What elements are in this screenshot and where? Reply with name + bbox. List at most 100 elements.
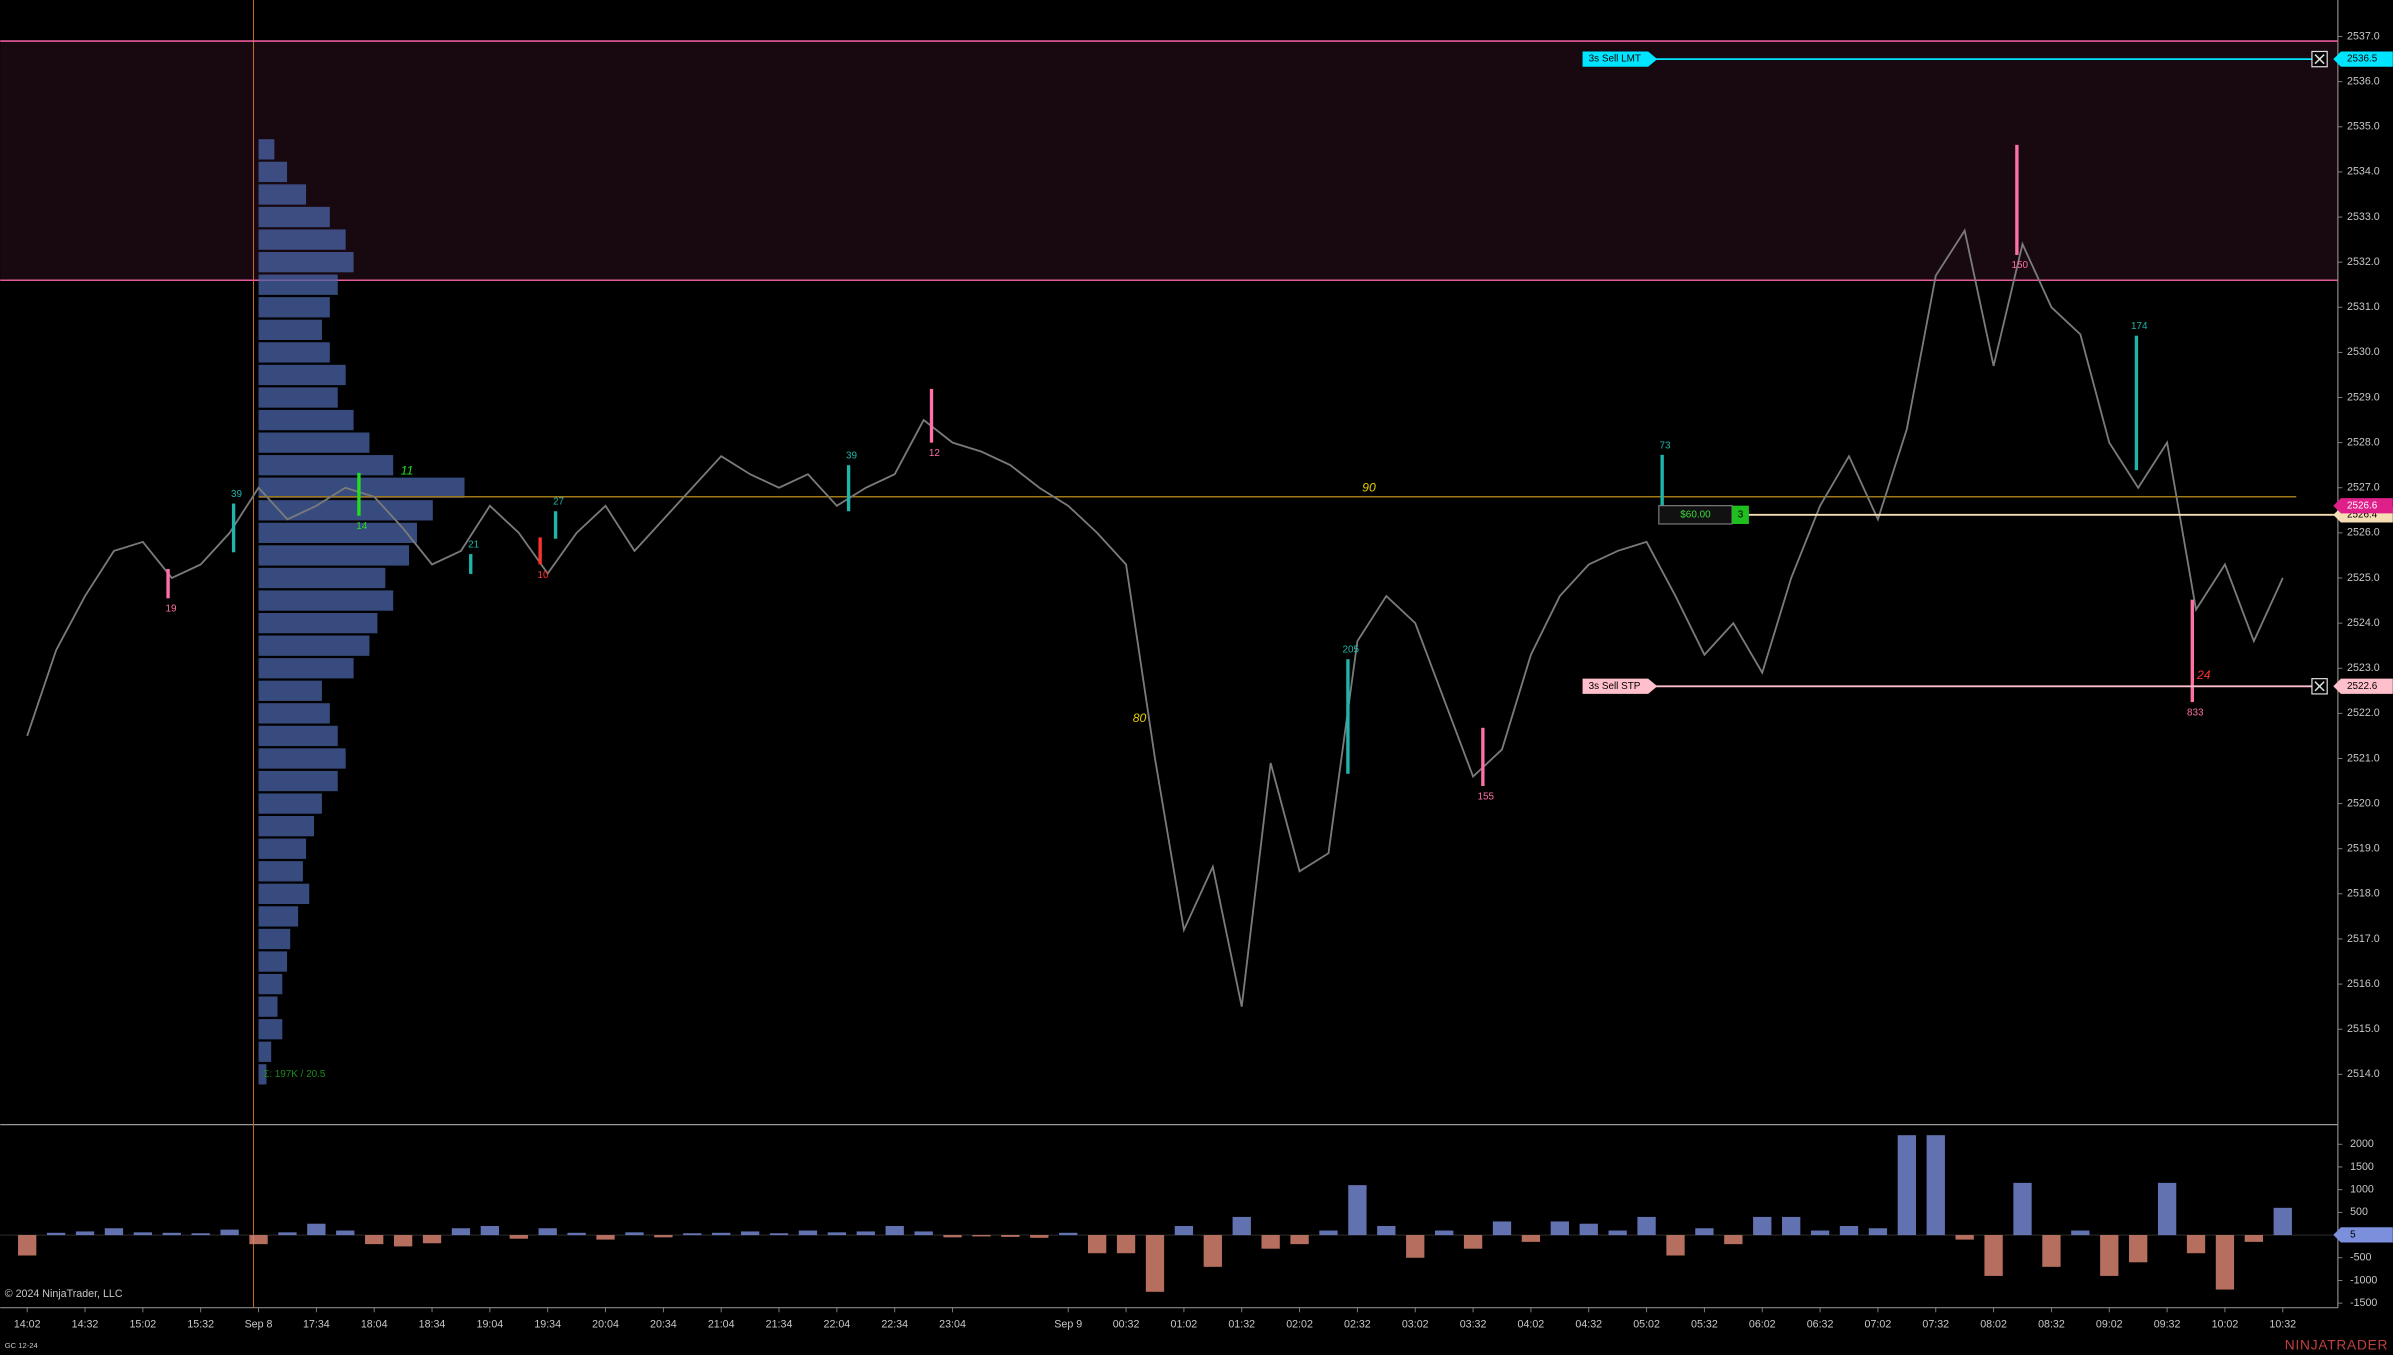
price-tag <box>2333 51 2393 67</box>
signal-label: 155 <box>1477 791 1494 802</box>
y-tick-label: 2537.0 <box>2347 30 2380 42</box>
last-value-tag <box>2333 1227 2393 1243</box>
indicator-bar <box>509 1235 528 1239</box>
x-tick-label: 05:32 <box>1691 1318 1718 1330</box>
indicator-bar <box>1608 1230 1627 1236</box>
indicator-bar <box>914 1231 933 1236</box>
signal-label: 205 <box>1343 645 1360 656</box>
indicator-bar <box>1463 1235 1483 1249</box>
y-tick-label: 2528.0 <box>2347 436 2380 448</box>
x-tick-label: 00:32 <box>1113 1318 1140 1330</box>
indicator-bar <box>278 1232 297 1236</box>
volume-profile-bar <box>258 770 338 792</box>
x-tick-label: 10:32 <box>2269 1318 2296 1330</box>
annotation: 90 <box>1362 480 1376 494</box>
volume-profile-bar <box>258 1041 272 1062</box>
signal-bar <box>166 568 170 599</box>
volume-profile-bar <box>258 703 330 724</box>
signal-bar <box>1660 454 1664 507</box>
indicator-bar <box>1261 1235 1280 1249</box>
y-tick-label: 2527.0 <box>2347 482 2380 494</box>
indicator-bar <box>2215 1235 2235 1290</box>
y-tick-label: 2522.0 <box>2347 707 2380 719</box>
indicator-bar <box>220 1229 239 1236</box>
x-tick-label: 19:34 <box>534 1318 561 1330</box>
indicator-bar <box>1897 1135 1916 1236</box>
indicator-bar <box>712 1232 731 1236</box>
x-tick-label: 23:04 <box>939 1318 966 1330</box>
shaded-zone <box>0 41 2338 281</box>
indicator-bar <box>1521 1235 1541 1242</box>
signal-bar <box>2190 599 2194 703</box>
signal-bar <box>357 472 361 516</box>
y-tick-label: -1000 <box>2350 1274 2377 1286</box>
x-tick-label: 06:02 <box>1749 1318 1776 1330</box>
x-tick-label: 22:04 <box>824 1318 851 1330</box>
indicator-bar <box>1782 1216 1801 1236</box>
indicator-bar <box>596 1235 615 1240</box>
x-tick-label: 02:32 <box>1344 1318 1371 1330</box>
signal-label: 73 <box>1660 440 1672 451</box>
order-label: 3s Sell STP <box>1589 681 1641 692</box>
indicator-bar <box>2129 1235 2148 1263</box>
price-tag <box>2333 678 2393 694</box>
x-tick-label: Sep 8 <box>245 1318 273 1330</box>
indicator-bar <box>769 1233 789 1236</box>
volume-profile-bar <box>258 274 338 295</box>
x-tick-label: 10:02 <box>2212 1318 2239 1330</box>
x-tick-label: 01:02 <box>1171 1318 1198 1330</box>
volume-profile-bar <box>258 816 314 837</box>
price-tag-label: 2522.6 <box>2347 681 2378 692</box>
x-tick-label: 15:02 <box>129 1318 156 1330</box>
y-tick-label: 2524.0 <box>2347 617 2380 629</box>
copyright: © 2024 NinjaTrader, LLC <box>5 1288 123 1300</box>
volume-profile-bar <box>258 612 378 634</box>
signal-label: 27 <box>553 497 565 508</box>
indicator-bar <box>104 1228 124 1236</box>
x-tick-label: Sep 9 <box>1054 1318 1082 1330</box>
annotation: 11 <box>401 464 414 478</box>
indicator-bar <box>2244 1235 2264 1242</box>
y-tick-label: 2514.0 <box>2347 1068 2380 1080</box>
y-tick-label: 2525.0 <box>2347 572 2380 584</box>
indicator-bar <box>1059 1232 1078 1236</box>
volume-profile-bar <box>258 590 394 611</box>
y-tick-label: 2515.0 <box>2347 1023 2380 1035</box>
indicator-bar <box>1406 1235 1425 1258</box>
y-tick-label: 2526.0 <box>2347 527 2380 539</box>
volume-profile-bar <box>258 139 275 160</box>
volume-profile-bar <box>258 545 410 566</box>
x-tick-label: 05:02 <box>1633 1318 1660 1330</box>
signal-bar <box>469 554 473 574</box>
x-tick-label: 17:34 <box>303 1318 330 1330</box>
volume-profile-bar <box>258 342 330 363</box>
indicator-bar <box>827 1232 847 1236</box>
indicator-bar <box>2013 1182 2032 1236</box>
x-tick-label: 15:32 <box>187 1318 214 1330</box>
x-tick-label: 02:02 <box>1286 1318 1313 1330</box>
indicator-bar <box>1550 1221 1569 1236</box>
price-tag-label: 2536.5 <box>2347 54 2378 65</box>
indicator-bar <box>365 1235 384 1245</box>
volume-profile-bar <box>258 206 330 228</box>
indicator-bar <box>654 1235 673 1238</box>
volume-profile-bar <box>258 748 346 769</box>
indicator-bar <box>1637 1216 1656 1236</box>
y-tick-label: 2516.0 <box>2347 978 2380 990</box>
volume-profile-bar <box>258 364 346 386</box>
last-price-tag <box>2333 498 2393 514</box>
indicator-bar <box>1087 1235 1107 1254</box>
x-tick-label: 04:32 <box>1575 1318 1602 1330</box>
signal-bar <box>929 388 934 443</box>
indicator-bar <box>1926 1135 1945 1236</box>
y-tick-label: 2518.0 <box>2347 888 2380 900</box>
plot-layer: 2514.0 2515.0 2516.0 2517.0 2518.0 2519.0 2520… <box>0 30 2393 1330</box>
indicator-bar <box>18 1235 37 1256</box>
brand-logo: NINJATRADER <box>2285 1337 2388 1352</box>
volume-profile-bar <box>258 973 283 995</box>
volume-profile-bar <box>258 500 433 521</box>
indicator-bar <box>75 1231 95 1236</box>
y-tick-label: 2521.0 <box>2347 752 2380 764</box>
x-tick-label: 20:04 <box>592 1318 619 1330</box>
indicator-bar <box>1492 1221 1512 1236</box>
